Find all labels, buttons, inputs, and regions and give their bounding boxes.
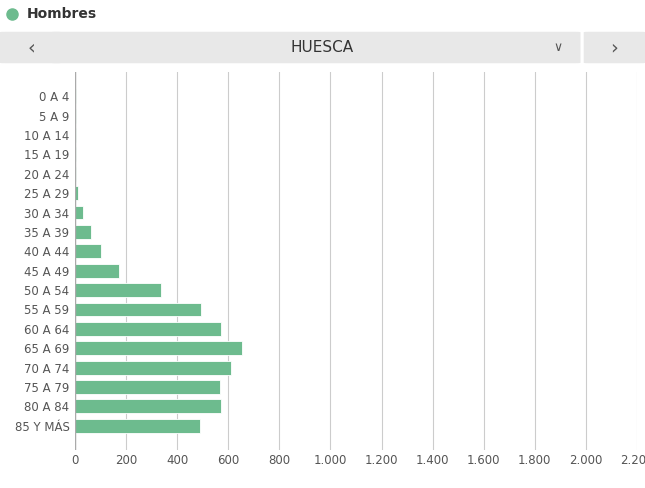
Bar (75, 361, 232, 375)
Bar (75, 167, 76, 181)
Bar (75, 341, 242, 355)
Bar (75, 380, 220, 394)
Bar (75, 400, 221, 413)
FancyBboxPatch shape (52, 32, 581, 63)
Text: ∨: ∨ (553, 41, 562, 54)
Bar (75, 225, 91, 239)
Text: Hombres: Hombres (27, 7, 97, 21)
FancyBboxPatch shape (0, 32, 61, 63)
FancyBboxPatch shape (584, 32, 645, 63)
Bar (75, 108, 76, 122)
Bar (75, 186, 77, 200)
Bar (75, 419, 200, 433)
Bar (75, 283, 161, 297)
Text: ‹: ‹ (27, 38, 35, 57)
Bar (75, 322, 221, 336)
Bar (75, 264, 119, 278)
Text: ›: › (610, 38, 618, 57)
Bar (75, 205, 83, 220)
Text: HUESCA: HUESCA (291, 40, 354, 55)
Bar (75, 303, 201, 316)
Bar (75, 244, 101, 258)
Bar (75, 128, 76, 142)
Bar (75, 147, 76, 162)
